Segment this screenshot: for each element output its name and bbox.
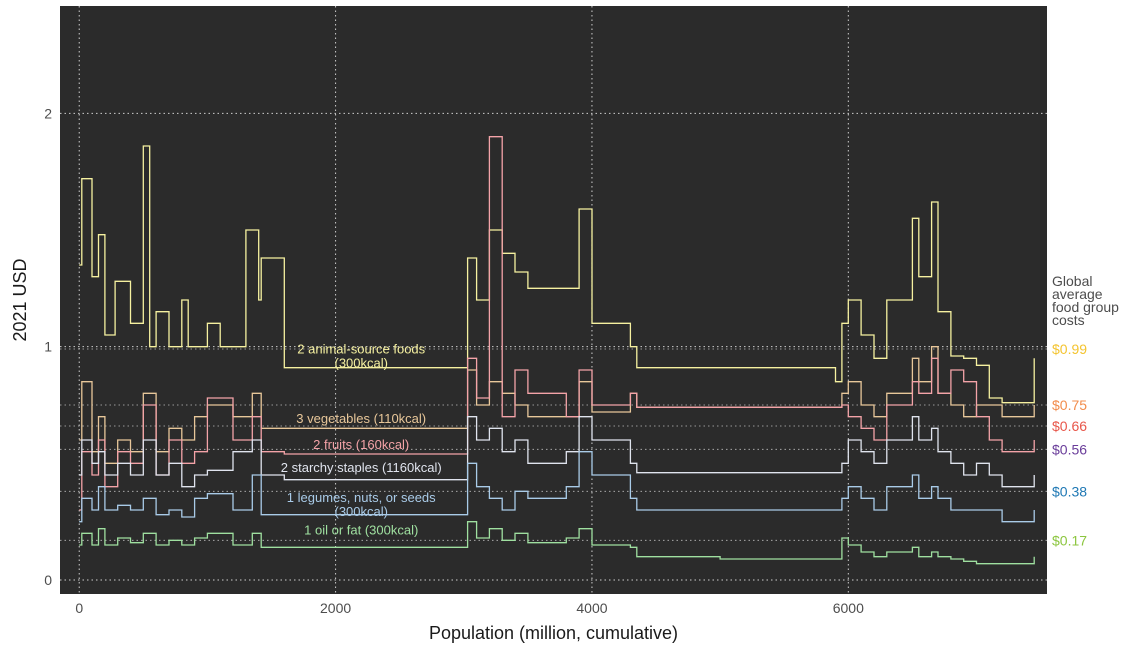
x-axis-ticks: 0 2000 4000 6000 xyxy=(75,600,864,616)
series-labels: 2 animal-source foods(300kcal)3 vegetabl… xyxy=(281,342,442,538)
average-label-0: $0.99 xyxy=(1052,341,1087,357)
average-label-5: $0.17 xyxy=(1052,532,1087,548)
series-label-3: 2 starchy staples (1160kcal) xyxy=(281,460,442,475)
legend-title-line: food group xyxy=(1052,299,1119,315)
y-axis-ticks: 0 1 2 xyxy=(44,105,52,588)
legend-title-line: costs xyxy=(1052,312,1085,328)
average-cost-labels: $0.99 $0.75 $0.66 $0.56 $0.38 $0.17 xyxy=(1052,341,1087,548)
y-tick-label: 1 xyxy=(44,339,52,355)
series-label-2: 2 fruits (160kcal) xyxy=(313,437,409,452)
series-label-0: 2 animal-source foods xyxy=(297,342,425,357)
series-line-4 xyxy=(79,451,1035,523)
series-label-1: 3 vegetables (110kcal) xyxy=(296,411,426,426)
series-label-4-line2: (300kcal) xyxy=(334,504,387,519)
series-line-3 xyxy=(79,416,1035,488)
x-tick-label: 2000 xyxy=(320,600,351,616)
average-label-4: $0.38 xyxy=(1052,483,1087,499)
average-label-1: $0.75 xyxy=(1052,397,1087,413)
legend-title: Global average food group costs xyxy=(1052,273,1119,328)
average-label-3: $0.56 xyxy=(1052,441,1087,457)
series-label-5: 1 oil or fat (300kcal) xyxy=(304,523,418,538)
series-line-2 xyxy=(79,136,1035,511)
series-label-0-line2: (300kcal) xyxy=(334,356,387,371)
average-label-2: $0.66 xyxy=(1052,418,1087,434)
x-axis-label: Population (million, cumulative) xyxy=(429,623,678,643)
y-axis-label: 2021 USD xyxy=(10,258,30,341)
series-line-0 xyxy=(79,145,1035,404)
y-tick-label: 0 xyxy=(44,572,52,588)
legend-title-line: Global xyxy=(1052,273,1092,289)
x-tick-label: 0 xyxy=(75,600,83,616)
x-tick-label: 6000 xyxy=(833,600,864,616)
series-lines xyxy=(79,136,1035,565)
y-tick-label: 2 xyxy=(44,105,52,121)
series-label-4: 1 legumes, nuts, or seeds xyxy=(287,490,436,505)
series-line-5 xyxy=(79,521,1035,565)
legend-title-line: average xyxy=(1052,286,1103,302)
plot-panel xyxy=(60,6,1047,594)
x-tick-label: 4000 xyxy=(576,600,607,616)
